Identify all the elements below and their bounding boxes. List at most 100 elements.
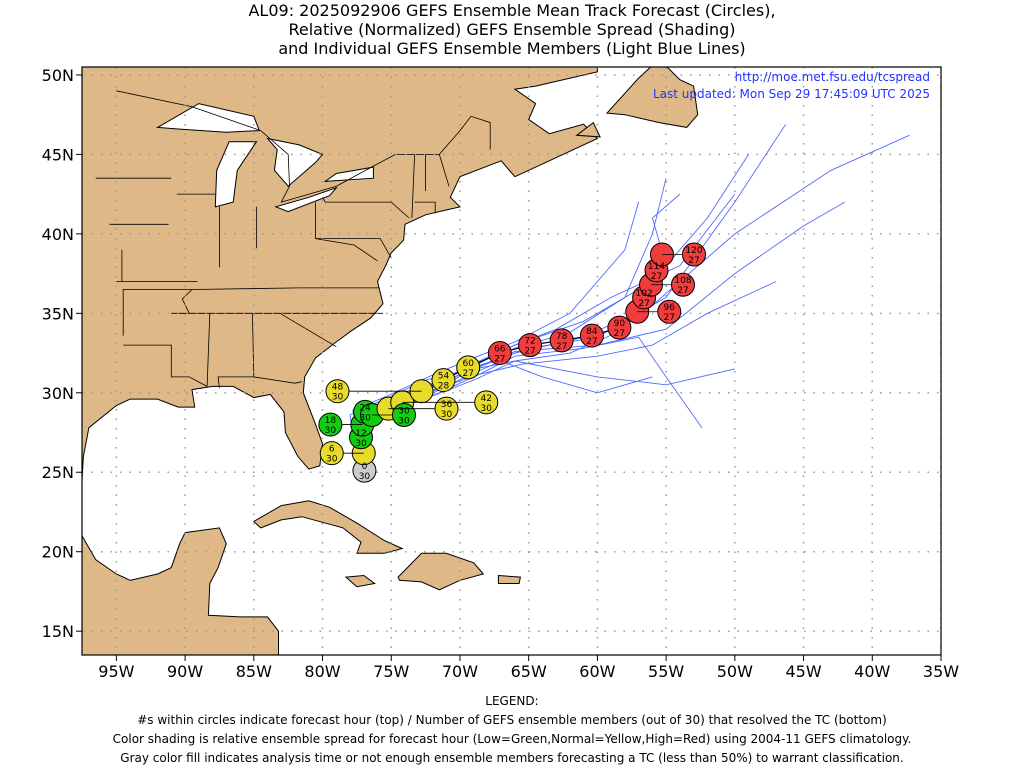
member-count-label: 30: [398, 417, 410, 427]
track-label-hour-6: 630: [319, 441, 364, 466]
track-circle-hour-84: [579, 323, 604, 348]
lake-ontario: [323, 166, 374, 183]
x-tick-label: 60W: [579, 662, 615, 681]
x-tick-label: 70W: [442, 662, 478, 681]
source-url[interactable]: http://moe.met.fsu.edu/tcspread: [735, 70, 930, 84]
state-border: [217, 313, 255, 389]
x-tick-label: 50W: [717, 662, 753, 681]
title-line-3: and Individual GEFS Ensemble Members (Li…: [278, 39, 746, 58]
member-count-label: 30: [359, 472, 371, 482]
forecast-hour-label: 102: [636, 289, 653, 299]
state-border: [411, 154, 415, 219]
forecast-hour-label: 84: [586, 327, 598, 337]
forecast-hour-label: 18: [325, 416, 337, 426]
forecast-hour-label: 36: [441, 400, 453, 410]
track-circle-hour-66: [487, 341, 512, 366]
member-count-label: 27: [586, 337, 597, 347]
label-callout-circle: [325, 379, 350, 404]
track-circle-hour-78: [549, 328, 574, 353]
state-border: [414, 201, 436, 214]
state-border: [438, 154, 450, 187]
y-tick-label: 50N: [42, 66, 74, 85]
forecast-hour-label: 96: [664, 303, 676, 313]
member-count-label: 27: [638, 299, 649, 309]
land-layer: [82, 67, 699, 655]
y-tick-label: 20N: [42, 543, 74, 562]
lake-superior: [155, 103, 261, 133]
member-count-label: 30: [359, 413, 371, 423]
member-count-label: 30: [441, 410, 453, 420]
member-count-label: 27: [688, 256, 699, 266]
forecast-hour-label: 120: [685, 246, 702, 256]
plot-frame: [81, 66, 942, 656]
state-border: [315, 202, 392, 258]
forecast-hour-label: 54: [438, 372, 450, 382]
member-count-label: 27: [651, 272, 662, 282]
track-circle-hour-72: [518, 333, 543, 358]
track-label-hour-0: 030: [359, 462, 371, 482]
title-line-2: Relative (Normalized) GEFS Ensemble Spre…: [288, 20, 736, 39]
x-tick-label: 80W: [304, 662, 340, 681]
land-hispaniola: [397, 552, 485, 591]
state-border: [206, 313, 211, 387]
y-tick-label: 25N: [42, 463, 74, 482]
label-callout-circle: [391, 403, 416, 428]
label-callout-circle: [318, 412, 343, 437]
y-tick-label: 30N: [42, 384, 74, 403]
state-border: [181, 289, 193, 314]
label-callout-circle: [434, 396, 459, 421]
x-tick-label: 55W: [648, 662, 684, 681]
member-count-label: 27: [677, 286, 688, 296]
label-callout-circle: [681, 242, 706, 267]
land-jamaica: [344, 574, 376, 588]
lake-erie: [274, 186, 338, 213]
member-count-label: 27: [556, 342, 567, 352]
state-border: [253, 376, 302, 384]
x-tick-label: 95W: [98, 662, 134, 681]
forecast-hour-label: 114: [648, 262, 665, 272]
forecast-hour-label: 24: [359, 403, 371, 413]
land-newfoundland: [605, 67, 699, 128]
y-tick-label: 45N: [42, 145, 74, 164]
lake-michigan: [214, 141, 258, 208]
lake-huron: [266, 137, 324, 187]
x-tick-label: 65W: [511, 662, 547, 681]
chart-title: AL09: 2025092906 GEFS Ensemble Mean Trac…: [0, 1, 1024, 58]
member-count-label: 27: [494, 355, 505, 365]
label-callout-circle: [319, 441, 344, 466]
legend-line-3: Gray color fill indicates analysis time …: [120, 751, 904, 765]
label-callout-circle: [657, 299, 682, 324]
y-tick-label: 15N: [42, 622, 74, 641]
legend-heading: LEGEND:: [485, 694, 539, 708]
forecast-hour-label: 78: [556, 332, 568, 342]
x-tick-label: 45W: [785, 662, 821, 681]
y-tick-label: 35N: [42, 304, 74, 323]
forecast-hour-label: 90: [614, 319, 626, 329]
track-circle-hour-54: [431, 368, 456, 393]
legend-line-2: Color shading is relative ensemble sprea…: [112, 732, 912, 746]
y-tick-label: 40N: [42, 225, 74, 244]
member-count-label: 30: [355, 439, 367, 449]
x-tick-label: 35W: [923, 662, 959, 681]
track-label-hour-96: 96 27: [637, 299, 682, 324]
member-count-label: 28: [438, 382, 450, 392]
state-border: [279, 312, 337, 348]
forecast-hour-label: 42: [481, 394, 492, 404]
forecast-hour-label: 30: [398, 407, 410, 417]
member-count-label: 30: [332, 393, 344, 403]
member-count-label: 27: [462, 369, 473, 379]
axis-ticks: 95W 90W 85W 80W 75W 70W 65W 60W 55W 50W 45W 40W 35W 1…: [42, 66, 960, 681]
